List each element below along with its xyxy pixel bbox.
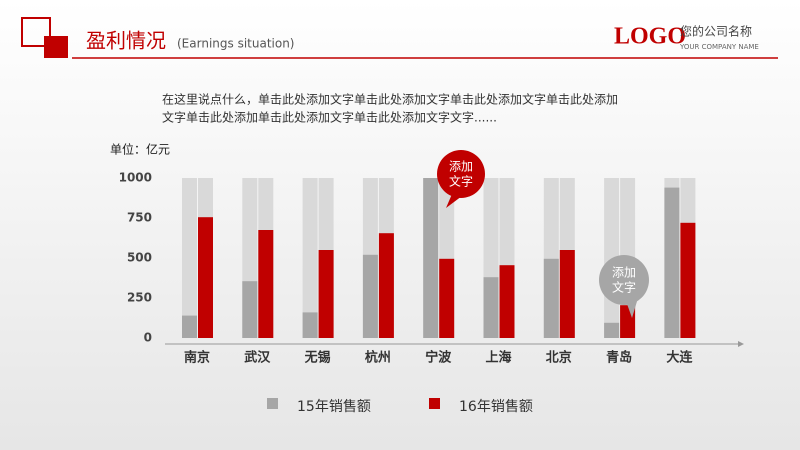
bar [559, 250, 575, 338]
y-tick-label: 500 [127, 251, 152, 265]
logo: LOGO [614, 24, 686, 50]
callout-tail [626, 298, 638, 318]
bar [302, 312, 318, 338]
y-tick-label: 0 [144, 331, 152, 345]
bar [499, 265, 515, 338]
intro-line: 在这里说点什么，单击此处添加文字单击此处添加文字单击此处添加文字单击此处添加 [162, 92, 618, 107]
bar [182, 315, 197, 338]
annotation: 文字 [449, 174, 473, 189]
callout [599, 255, 649, 305]
bar [378, 233, 394, 338]
bar [423, 178, 439, 338]
callout [437, 150, 485, 198]
title-icon [21, 17, 51, 47]
x-tick-label: 南京 [184, 350, 210, 366]
bar [680, 222, 696, 338]
bar [242, 281, 258, 338]
bar [318, 250, 334, 338]
y-axis-label: 单位：亿元 [110, 142, 170, 157]
x-tick-label: 北京 [546, 350, 572, 366]
x-tick-label: 上海 [485, 350, 511, 366]
intro-line: 文字单击此处添加单击此处添加文字单击此处添加文字文字...... [162, 110, 497, 125]
x-tick-label: 青岛 [606, 350, 632, 366]
bar [439, 258, 455, 338]
legend-swatch [429, 398, 440, 409]
x-tick-label: 宁波 [425, 350, 452, 366]
legend-swatch [267, 398, 278, 409]
bar [258, 230, 274, 338]
annotation: 添加 [449, 160, 473, 174]
legend-label: 15年销售额 [297, 399, 371, 415]
bar [604, 322, 620, 338]
y-tick-label: 250 [127, 291, 152, 305]
title-icon [44, 36, 68, 58]
company: 您的公司名称 [680, 24, 752, 39]
legend-label: 16年销售额 [459, 399, 533, 415]
bar-track [302, 178, 318, 338]
x-tick-label: 无锡 [304, 350, 331, 366]
bar [664, 187, 680, 338]
bar [362, 254, 378, 338]
bar-track [182, 178, 197, 338]
subtitle: (Earnings situation) [177, 37, 295, 51]
x-tick-label: 杭州 [365, 350, 391, 366]
x-tick-label: 武汉 [244, 350, 271, 366]
x-axis-arrow [738, 341, 744, 347]
bar [543, 258, 559, 338]
annotation: 添加 [612, 266, 636, 280]
bar [198, 217, 213, 338]
y-tick-label: 750 [127, 211, 152, 225]
callout-tail [446, 194, 462, 208]
title: 盈利情况 [86, 29, 166, 53]
y-tick-label: 1000 [119, 171, 152, 185]
company-en: YOUR COMPANY NAME [679, 43, 759, 51]
annotation: 文字 [612, 280, 636, 295]
bar [483, 277, 499, 338]
x-tick-label: 大连 [666, 350, 693, 366]
